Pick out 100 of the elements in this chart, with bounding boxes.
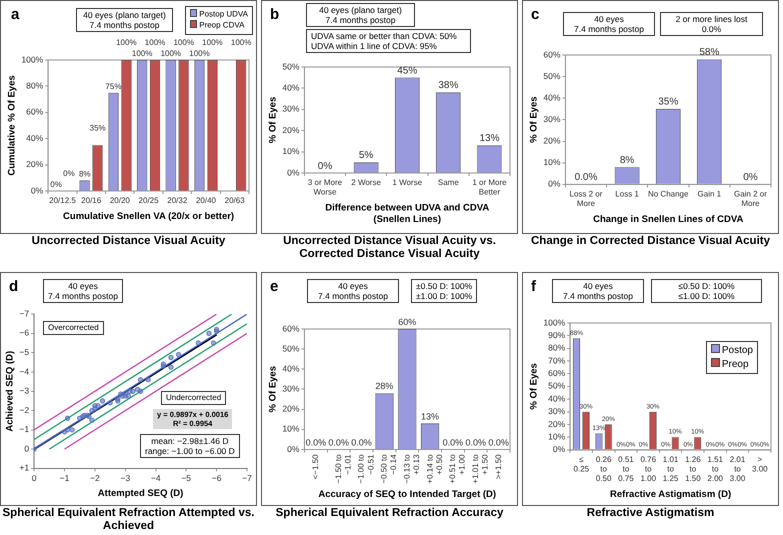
x-tick-label: +0.51 to +1.00 xyxy=(448,454,467,484)
x-tick-label: No Change xyxy=(648,189,689,198)
data-label: 100% xyxy=(160,49,182,58)
point xyxy=(100,398,106,404)
text-box: 40 eyes 7.4 months postop xyxy=(563,12,655,36)
data-label: 8% xyxy=(620,154,634,166)
y-tick-label: 0% xyxy=(287,444,300,454)
legend-label: Preop CDVA xyxy=(198,20,246,32)
point xyxy=(196,340,201,346)
text-box: 40 eyes 7.4 months postop xyxy=(43,279,123,304)
point xyxy=(70,427,75,432)
x-tick-label: Gain 1 xyxy=(698,189,722,198)
x-tick-label: 20/63 xyxy=(224,196,246,206)
x-tick-label: −4 xyxy=(150,472,161,483)
y-axis-title: % Of Eyes xyxy=(528,363,540,410)
x-tick-label: 3 or More Worse xyxy=(308,178,343,197)
y-tick-label: 10% xyxy=(282,424,300,434)
x-tick-label: +1.01 to +1.50 xyxy=(470,454,490,484)
text: Change in Corrected Distance Visual Acuity xyxy=(530,235,771,248)
y-tick-label: 60% xyxy=(548,368,566,378)
x-tick-label: 2.01 to 3.00 xyxy=(730,454,746,484)
data-label: 0.0% xyxy=(465,437,486,448)
x-tick-label: Loss 2 or More xyxy=(570,189,603,208)
text-box: 40 eyes (plano target) 7.4 months postop xyxy=(76,8,173,32)
point xyxy=(64,427,70,432)
y-tick-label: −2 xyxy=(19,404,30,415)
legend-label: Postop UDVA xyxy=(198,9,248,20)
annotation: Overcorrected xyxy=(48,323,99,332)
point xyxy=(138,388,144,394)
y-tick-label: −7 xyxy=(19,308,30,318)
point xyxy=(64,416,70,421)
data-label: 100% xyxy=(132,49,152,58)
text: f xyxy=(531,278,536,295)
y-tick-label: 40% xyxy=(543,92,561,102)
text: Refractive Astigmatism xyxy=(586,507,716,520)
text: a xyxy=(11,6,20,23)
y-tick-label: 80% xyxy=(548,342,566,353)
text-box: 40 eyes 7.4 months postop xyxy=(552,279,644,304)
x-tick-label: 1.26 to 1.50 xyxy=(685,454,702,484)
text: Spherical Equivalent Refraction Attempted vs. Achieved xyxy=(2,507,256,534)
x-tick-label: 20/40 xyxy=(196,196,217,206)
x-tick-label: <−1.50 xyxy=(311,454,320,480)
text-box: ≤0.50 D: 100% ≤1.00 D: 100% xyxy=(651,279,762,304)
data-label: 0.0% xyxy=(351,437,372,448)
y-tick-label: −6 xyxy=(19,328,30,338)
y-tick-label: −3 xyxy=(19,386,30,396)
text: Uncorrected Distance Visual Acuity xyxy=(30,235,226,248)
y-tick-label: 100% xyxy=(543,317,566,328)
y-tick-label: 80% xyxy=(26,80,44,91)
data-label: 100% xyxy=(116,38,137,48)
y-tick-label: 20% xyxy=(548,418,566,429)
data-label: 8% xyxy=(78,170,91,179)
data-label: 0% xyxy=(743,172,758,184)
data-label: 35% xyxy=(90,123,106,132)
y-tick-label: 60% xyxy=(282,323,300,334)
text: b xyxy=(270,6,280,23)
x-tick-label: −0.50 to −0.14 xyxy=(380,454,398,484)
y-axis-title: % Of Eyes xyxy=(267,366,278,412)
x-tick-label: ≤ 0.25 xyxy=(574,454,590,474)
x-axis-title: Difference between UDVA and CDVA (Snellen Lines) xyxy=(325,202,490,225)
y-tick-label: 0% xyxy=(548,178,561,189)
y-tick-label: 30% xyxy=(543,114,561,124)
x-axis-title: Refractive Astigmatism (D) xyxy=(610,488,732,500)
x-tick-label: 1 Worse xyxy=(392,178,423,188)
data-label: 45% xyxy=(397,65,418,76)
point xyxy=(168,354,174,360)
x-tick-label: 20/16 xyxy=(81,196,102,206)
x-tick-label: 20/25 xyxy=(138,196,160,206)
x-axis-title: Change in Snellen Lines of CDVA xyxy=(593,214,744,225)
point xyxy=(146,377,151,382)
point xyxy=(168,364,174,370)
y-tick-label: −5 xyxy=(19,347,30,358)
y-tick-label: −4 xyxy=(19,366,30,376)
y-tick-label: 50% xyxy=(548,380,566,391)
y-tick-label: 10% xyxy=(548,431,566,442)
data-label: 0.0% xyxy=(442,437,464,448)
y-axis-title: Cumulative % Of Eyes xyxy=(6,75,18,176)
text: Spherical Equivalent Refraction Accuracy xyxy=(274,507,504,520)
y-tick-label: 50% xyxy=(282,343,300,354)
data-label: 0.0% xyxy=(488,437,509,448)
text-box: Overcorrected xyxy=(43,321,104,335)
data-label: 0.0% xyxy=(574,172,598,184)
x-tick-label: 20/20 xyxy=(110,196,130,206)
data-label: 100% xyxy=(144,38,166,48)
data-label: 75% xyxy=(105,82,122,91)
x-tick-label: > 3.00 xyxy=(752,454,768,474)
point xyxy=(176,352,182,358)
x-tick-label: 1 or More Better xyxy=(472,178,508,197)
data-label: 100% xyxy=(189,49,210,58)
y-tick-label: 40% xyxy=(282,82,300,93)
x-tick-label: −1 xyxy=(60,472,70,483)
text: d xyxy=(9,278,18,295)
point xyxy=(138,377,144,382)
x-tick-label: 1.51 to 2.00 xyxy=(707,454,724,484)
x-tick-label: Loss 1 xyxy=(615,189,640,198)
y-tick-label: 40% xyxy=(26,132,44,143)
x-tick-label: >+1.50 xyxy=(494,454,503,480)
text: e xyxy=(270,278,278,295)
x-tick-label: 0.51 to 0.75 xyxy=(618,454,634,484)
point xyxy=(210,340,216,346)
